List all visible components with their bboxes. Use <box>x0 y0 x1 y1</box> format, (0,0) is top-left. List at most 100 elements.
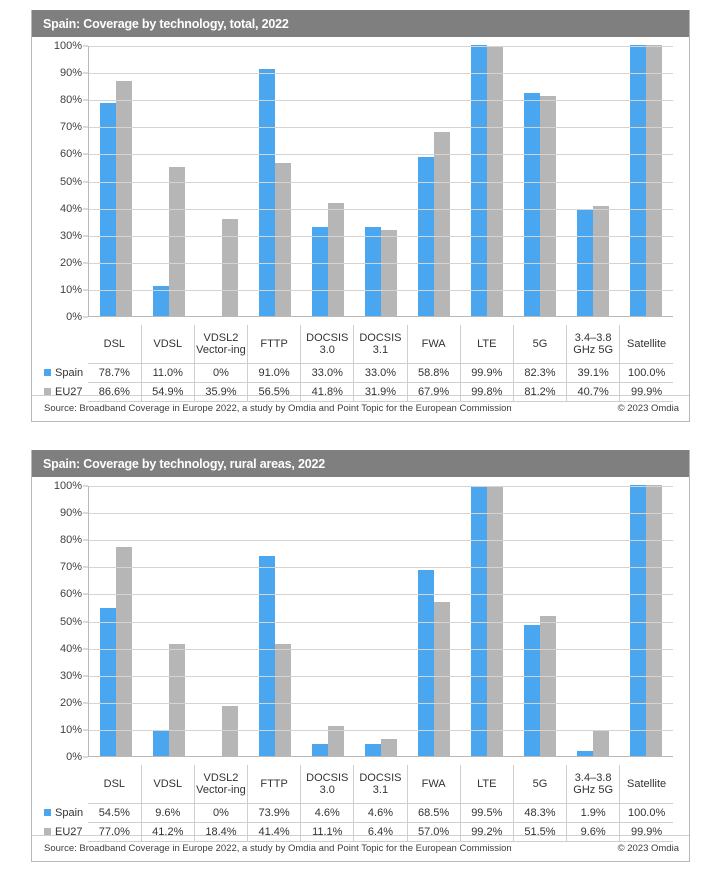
plot-area-rural: 0% 10% 20% 30% 40% 50% 60% 70% 80% 90% 100% <box>32 477 689 765</box>
bar-group <box>142 46 195 316</box>
bar-eu27-9 <box>593 729 610 756</box>
chart-title-total: Spain: Coverage by technology, total, 20… <box>32 10 689 37</box>
y-axis-tick-mark <box>83 72 88 74</box>
table-header-cell: DOCSIS 3.1 <box>353 325 408 364</box>
bar-eu27-6 <box>434 601 451 756</box>
bar-group <box>354 486 407 756</box>
table-header-cell: Satellite <box>619 765 673 804</box>
y-axis-tick-mark <box>83 675 88 677</box>
table-cell-value: 41.8% <box>300 382 355 402</box>
bar-eu27-3 <box>274 643 291 756</box>
y-axis-tick-mark <box>83 485 88 487</box>
bar-eu27-2 <box>221 218 238 316</box>
table-cell-value: 31.9% <box>353 382 408 402</box>
bar-spain-9 <box>577 750 594 756</box>
data-table-total: DSL VDSL VDSL2 Vector-ing FTTP DOCSIS 3.0 DOC… <box>32 325 689 402</box>
gridline <box>89 729 673 731</box>
y-axis-tick-mark <box>83 512 88 514</box>
y-axis-tick-label: 80% <box>59 94 82 107</box>
bar-eu27-8 <box>540 95 557 316</box>
table-cell-value: 100.0% <box>619 363 673 383</box>
table-cell-value: 9.6% <box>566 822 621 842</box>
legend-label: EU27 <box>55 825 83 838</box>
bar-eu27-10 <box>646 485 663 756</box>
table-header-cell: 5G <box>513 325 568 364</box>
table-cell-value: 99.9% <box>619 382 673 402</box>
chart-title-text: Spain: Coverage by technology, rural are… <box>43 456 325 471</box>
bar-spain-1 <box>152 286 169 316</box>
legend-swatch-icon <box>44 808 51 816</box>
bar-eu27-2 <box>221 706 238 756</box>
y-axis-tick-mark <box>83 756 88 758</box>
gridline <box>89 262 673 264</box>
table-cell-value: 33.0% <box>300 363 355 383</box>
table-corner-cell <box>32 325 88 363</box>
bar-eu27-0 <box>115 547 132 756</box>
chart-body-total: 0% 10% 20% 30% 40% 50% 60% 70% 80% 90% 100% DSL VDS… <box>32 37 689 421</box>
y-axis-tick-mark <box>83 99 88 101</box>
table-cell-value: 86.6% <box>88 382 142 402</box>
bar-group <box>408 486 461 756</box>
source-footer-rural: Source: Broadband Coverage in Europe 202… <box>32 835 689 861</box>
table-header-cell: VDSL <box>141 325 195 364</box>
bar-eu27-4 <box>327 725 344 756</box>
bar-group <box>408 46 461 316</box>
chart-card-rural: Spain: Coverage by technology, rural are… <box>31 450 690 862</box>
y-axis-tick-mark <box>83 208 88 210</box>
bar-eu27-6 <box>434 132 451 316</box>
table-row: EU27 77.0% 41.2% 18.4% 41.4% 11.1% 6.4% 57.0% 99… <box>32 822 673 842</box>
table-cell-value: 4.6% <box>300 803 355 823</box>
table-header-cell: 5G <box>513 765 568 804</box>
table-cell-value: 100.0% <box>619 803 673 823</box>
y-axis-tick-label: 100% <box>53 480 82 492</box>
bar-spain-7 <box>471 486 488 756</box>
table-header-cell: VDSL2 Vector-ing <box>194 765 249 804</box>
bar-eu27-5 <box>381 229 398 316</box>
y-axis-tick-label: 20% <box>59 256 82 269</box>
bar-spain-3 <box>258 69 275 316</box>
gridline <box>89 621 673 623</box>
table-header-cell: FWA <box>407 765 461 804</box>
table-cell-value: 11.0% <box>141 363 195 383</box>
legend-entry-eu27: EU27 <box>32 382 88 401</box>
y-axis-tick-label: 70% <box>59 561 82 574</box>
table-header-cell: 3.4–3.8 GHz 5G <box>566 325 621 364</box>
table-row: Spain 78.7% 11.0% 0% 91.0% 33.0% 33.0% 58.8% 99.… <box>32 363 673 383</box>
bar-group <box>89 486 142 756</box>
table-header-cell: FTTP <box>247 325 302 364</box>
bar-group <box>248 486 301 756</box>
table-cell-value: 73.9% <box>247 803 302 823</box>
table-cell-value: 0% <box>194 803 249 823</box>
bar-spain-8 <box>524 92 541 316</box>
table-cell-value: 82.3% <box>513 363 568 383</box>
y-axis-tick-mark <box>83 126 88 128</box>
bar-spain-8 <box>524 625 541 756</box>
y-axis-tick-mark <box>83 621 88 622</box>
bar-spain-4 <box>311 226 328 316</box>
bar-spain-4 <box>311 743 328 756</box>
gridline <box>89 100 673 102</box>
gridline <box>89 181 673 183</box>
bar-eu27-3 <box>274 162 291 316</box>
y-axis-tick-mark <box>83 45 88 47</box>
gridline <box>89 540 673 542</box>
table-header-cell: FTTP <box>247 765 302 804</box>
table-cell-value: 1.9% <box>566 803 621 823</box>
bar-group <box>301 486 354 756</box>
y-axis-tick-label: 80% <box>59 534 82 547</box>
y-axis-tick-mark <box>83 593 88 595</box>
y-axis-tick-label: 40% <box>59 642 82 655</box>
source-footer-total: Source: Broadband Coverage in Europe 202… <box>32 395 689 421</box>
gridline <box>89 289 673 291</box>
legend-entry-spain: Spain <box>32 803 88 822</box>
table-header-cell: Satellite <box>619 325 673 364</box>
gridline <box>89 73 673 75</box>
bar-spain-5 <box>365 226 382 316</box>
y-axis-tick-label: 10% <box>59 723 82 736</box>
legend-entry-spain: Spain <box>32 363 88 382</box>
y-axis-tick-mark <box>83 235 88 237</box>
y-axis-tick-mark <box>83 262 88 264</box>
y-axis-tick-mark <box>83 539 88 541</box>
chart-card-total: Spain: Coverage by technology, total, 20… <box>31 10 690 422</box>
